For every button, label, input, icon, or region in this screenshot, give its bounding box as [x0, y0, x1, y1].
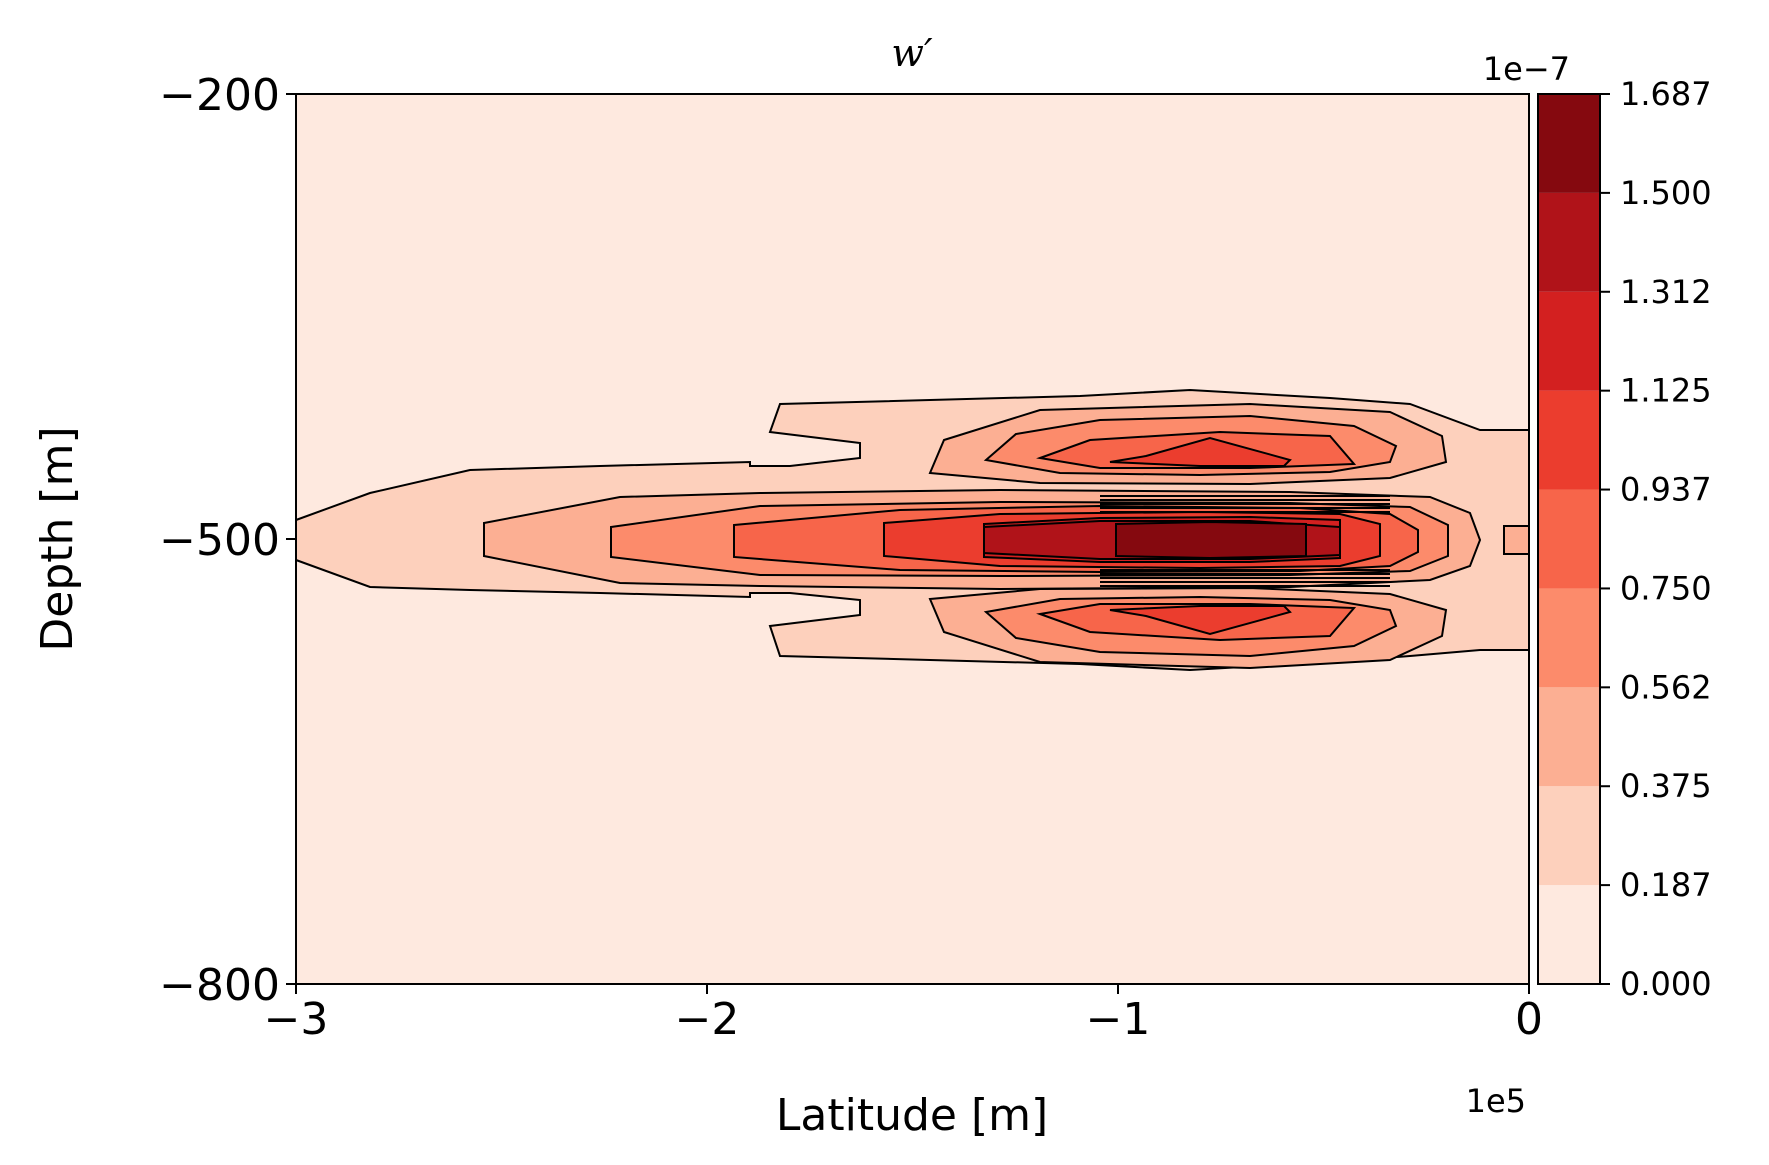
colorbar-band — [1538, 588, 1600, 688]
colorbar-tick-label: 0.375 — [1620, 767, 1712, 805]
colorbar-band — [1538, 687, 1600, 787]
colorbar-band — [1538, 390, 1600, 490]
colorbar-band — [1538, 885, 1600, 984]
colorbar-tick-label: 0.750 — [1620, 569, 1712, 607]
colorbar: 0.000 0.187 0.375 0.562 0.750 0.937 1.125 1.312… — [1537, 75, 1712, 1003]
jet-edge-contours — [1100, 495, 1390, 587]
x-tick-label: 0 — [1515, 994, 1543, 1045]
y-axis: −800 −500 −200 — [159, 70, 296, 1011]
colorbar-tick-label: 0.937 — [1620, 471, 1712, 509]
y-tick-label: −200 — [159, 70, 280, 121]
colorbar-tick-label: 1.500 — [1620, 174, 1712, 212]
x-axis-offset: 1e5 — [1466, 1082, 1526, 1120]
colorbar-band — [1538, 786, 1600, 886]
contour-fills — [296, 388, 1529, 672]
x-tick-label: −1 — [1086, 994, 1151, 1045]
colorbar-tick-label: 1.125 — [1620, 372, 1712, 410]
y-tick-label: −500 — [159, 515, 280, 566]
plot-area — [295, 93, 1530, 985]
colorbar-frame — [1537, 93, 1601, 985]
colorbar-band — [1538, 192, 1600, 292]
y-axis-label: Depth [m] — [32, 426, 83, 651]
colorbar-band — [1538, 291, 1600, 391]
colorbar-tick-label: 0.000 — [1620, 965, 1712, 1003]
x-axis-label: Latitude [m] — [776, 1090, 1048, 1141]
chart-title: w′ — [891, 31, 933, 75]
colorbar-band — [1538, 489, 1600, 589]
colorbar-tick-label: 0.562 — [1620, 668, 1712, 706]
x-tick-label: −2 — [675, 994, 740, 1045]
contour-fill-edge-patch — [1503, 525, 1529, 555]
colorbar-band — [1538, 94, 1600, 193]
y-tick-label: −800 — [159, 960, 280, 1011]
colorbar-tick-label: 1.687 — [1620, 75, 1712, 113]
contour-fill-level-5-upper — [1109, 436, 1292, 467]
contour-fill-level-8 — [1115, 520, 1307, 560]
colorbar-offset: 1e−7 — [1483, 50, 1570, 88]
colorbar-tick-label: 0.187 — [1620, 866, 1712, 904]
x-tick-label: −3 — [264, 994, 329, 1045]
colorbar-tick-label: 1.312 — [1620, 273, 1712, 311]
x-axis: −3 −2 −1 0 — [264, 984, 1543, 1045]
contour-fill-level-5-lower — [1109, 605, 1292, 636]
